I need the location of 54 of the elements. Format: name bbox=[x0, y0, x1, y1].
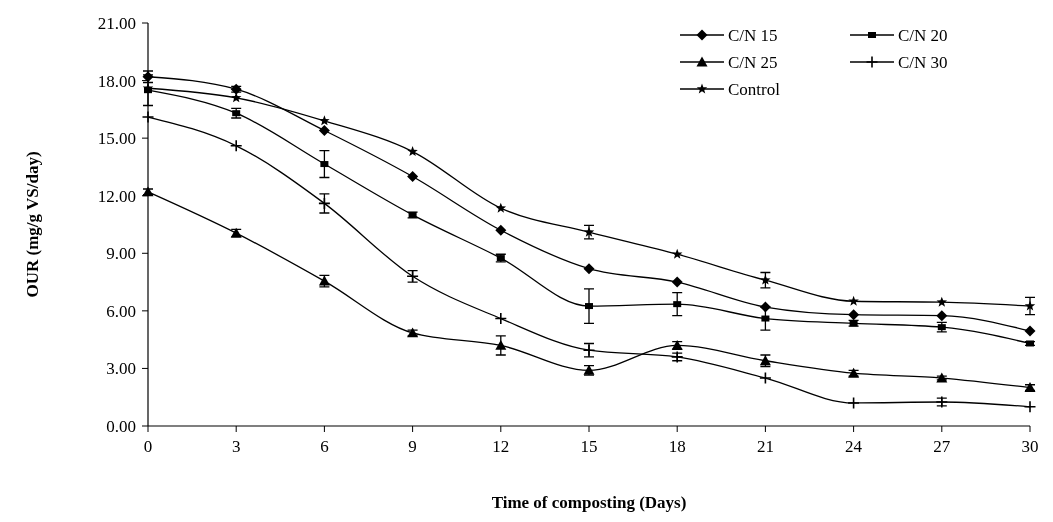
x-tick-label: 21 bbox=[756, 437, 774, 456]
legend-label: C/N 30 bbox=[898, 52, 948, 72]
x-axis-title: Time of composting (Days) bbox=[491, 493, 687, 512]
point bbox=[848, 309, 860, 321]
point bbox=[318, 124, 330, 136]
x-tick-label: 24 bbox=[845, 437, 863, 456]
y-tick-label: 15.00 bbox=[97, 129, 136, 149]
y-axis-title: OUR (mg/g VS/day) bbox=[23, 151, 42, 298]
point bbox=[673, 301, 682, 308]
point bbox=[320, 161, 329, 168]
point bbox=[936, 310, 948, 322]
point bbox=[1024, 300, 1036, 311]
point bbox=[1024, 325, 1036, 337]
x-tick-label: 9 bbox=[408, 437, 417, 456]
x-tick-label: 0 bbox=[143, 437, 153, 456]
x-tick-label: 27 bbox=[933, 437, 951, 456]
point bbox=[583, 263, 595, 275]
x-tick-label: 30 bbox=[1021, 437, 1039, 456]
legend-label: Control bbox=[728, 79, 781, 99]
legend-label: C/N 20 bbox=[898, 25, 948, 45]
point bbox=[141, 110, 155, 124]
x-tick-label: 18 bbox=[668, 437, 686, 456]
x-tick-label: 6 bbox=[320, 437, 329, 456]
point bbox=[407, 146, 418, 157]
point bbox=[318, 197, 331, 210]
point bbox=[494, 312, 508, 325]
point bbox=[229, 139, 243, 153]
point bbox=[671, 276, 683, 288]
y-tick-label: 0.00 bbox=[106, 416, 136, 436]
point bbox=[319, 115, 330, 126]
point bbox=[1023, 400, 1037, 414]
point bbox=[230, 92, 242, 103]
legend-label: C/N 15 bbox=[728, 25, 778, 45]
x-tick-label: 15 bbox=[580, 437, 598, 456]
point bbox=[936, 296, 948, 307]
y-tick-label: 18.00 bbox=[97, 71, 136, 91]
y-tick-label: 6.00 bbox=[106, 301, 136, 321]
x-tick-label: 3 bbox=[231, 437, 241, 456]
point bbox=[671, 248, 683, 259]
y-tick-label: 3.00 bbox=[106, 359, 136, 379]
point bbox=[495, 339, 507, 350]
point bbox=[847, 396, 860, 410]
point bbox=[585, 303, 593, 310]
point bbox=[759, 371, 772, 385]
point bbox=[407, 171, 419, 183]
point bbox=[848, 295, 859, 306]
point bbox=[495, 202, 507, 213]
point bbox=[495, 224, 507, 236]
y-tick-label: 9.00 bbox=[106, 244, 136, 264]
point bbox=[761, 315, 770, 322]
y-tick-label: 12.00 bbox=[97, 186, 136, 206]
x-tick-label: 12 bbox=[492, 437, 510, 456]
y-tick-label: 21.00 bbox=[97, 13, 136, 33]
legend-label: C/N 25 bbox=[728, 52, 778, 72]
